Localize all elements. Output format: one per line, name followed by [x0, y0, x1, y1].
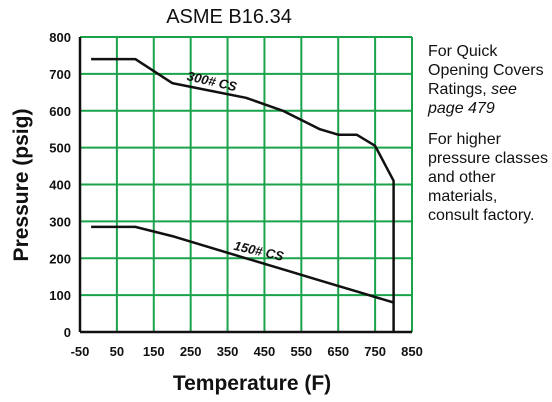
series-label-1: 150# CS [232, 238, 285, 264]
side-notes: For Quick Opening Covers Ratings, see pa… [428, 42, 550, 237]
quick-opening-note: For Quick Opening Covers Ratings, see pa… [428, 42, 550, 118]
y-tick-label: 200 [49, 251, 71, 266]
x-tick-label: 750 [364, 344, 386, 359]
x-tick-label: 650 [327, 344, 349, 359]
series-line-1 [91, 225, 394, 304]
y-tick-label: 500 [49, 141, 71, 156]
x-tick-label: 550 [290, 344, 312, 359]
y-tick-label: 700 [49, 67, 71, 82]
chart-title: ASME B16.34 [166, 6, 292, 28]
x-tick-label: -50 [71, 344, 90, 359]
y-tick-label: 400 [49, 178, 71, 193]
y-tick-label: 300 [49, 214, 71, 229]
x-tick-label: 50 [110, 344, 124, 359]
y-tick-label: 100 [49, 288, 71, 303]
x-tick-label: 850 [401, 344, 423, 359]
tick-labels: -50 50 150 250 350 450 550 650 750 850 0 100 200 300 4… [49, 30, 423, 359]
x-tick-label: 150 [143, 344, 165, 359]
x-tick-label: 250 [180, 344, 202, 359]
series-lines [91, 57, 395, 332]
series-line-0 [91, 57, 395, 332]
x-tick-label: 350 [217, 344, 239, 359]
axes [78, 37, 412, 334]
y-tick-label: 0 [64, 325, 71, 340]
y-tick-label: 800 [49, 30, 71, 45]
y-tick-label: 600 [49, 104, 71, 119]
y-axis-label: Pressure (psig) [10, 109, 33, 262]
x-tick-label: 450 [254, 344, 276, 359]
higher-pressure-note: For higher pressure classes and other ma… [428, 131, 549, 224]
x-axis-label: Temperature (F) [173, 372, 331, 395]
grid [79, 36, 413, 333]
quick-opening-text: For Quick Opening Covers Ratings, [428, 43, 544, 98]
see-page-link[interactable]: see page 479 [428, 81, 517, 117]
